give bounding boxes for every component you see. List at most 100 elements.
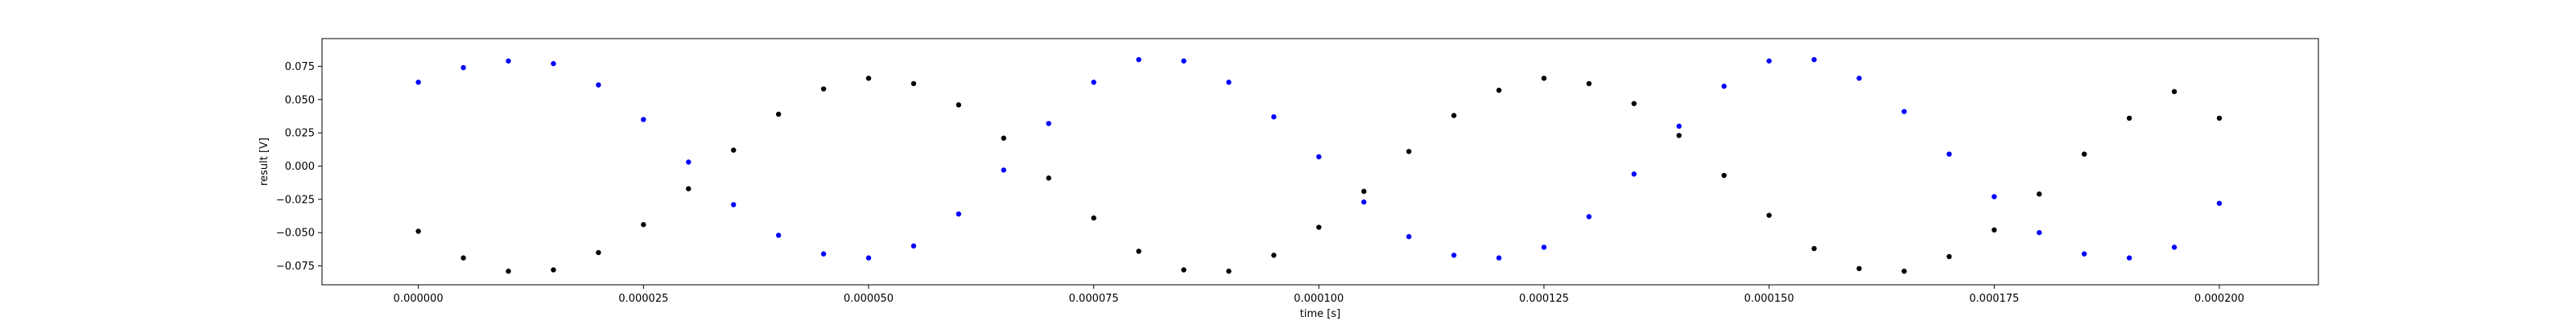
data-point xyxy=(1136,249,1141,254)
data-point xyxy=(1946,151,1952,157)
data-point xyxy=(2126,115,2132,121)
data-point xyxy=(1811,245,1817,252)
data-point xyxy=(2216,115,2223,121)
y-axis-label: result [V] xyxy=(258,138,270,186)
data-point xyxy=(1361,188,1367,195)
data-point xyxy=(1676,133,1682,138)
data-point xyxy=(775,111,782,117)
data-point xyxy=(506,268,511,274)
data-point xyxy=(1631,171,1637,177)
data-point xyxy=(415,80,421,85)
data-point xyxy=(820,86,827,92)
data-point xyxy=(686,159,691,165)
data-point xyxy=(2171,245,2178,250)
data-point xyxy=(2081,151,2087,157)
data-point xyxy=(1496,255,1502,261)
data-point xyxy=(1046,121,1051,126)
data-point xyxy=(551,267,556,273)
y-tick-label: 0.025 xyxy=(285,128,315,140)
data-point xyxy=(551,60,556,67)
data-point xyxy=(1091,80,1096,85)
data-point xyxy=(1766,58,1772,64)
data-point xyxy=(1451,113,1457,118)
data-point xyxy=(506,58,511,64)
data-point xyxy=(1316,224,1322,230)
data-point xyxy=(1181,58,1187,64)
data-point xyxy=(1856,76,1862,81)
data-point xyxy=(956,102,962,108)
data-point xyxy=(2081,251,2087,257)
x-tick-label: 0.000075 xyxy=(1069,293,1119,305)
y-tick-label: 0.050 xyxy=(285,94,315,106)
data-point xyxy=(2037,191,2042,197)
data-point xyxy=(1091,215,1096,221)
data-point xyxy=(1946,253,1952,260)
data-point xyxy=(731,202,737,208)
data-point xyxy=(460,64,466,71)
data-point xyxy=(956,211,962,217)
series-1 xyxy=(415,56,2223,261)
data-point xyxy=(1811,56,1817,63)
data-point xyxy=(820,251,827,257)
data-point xyxy=(1766,212,1772,218)
data-point xyxy=(1271,253,1277,258)
data-point xyxy=(910,243,917,249)
data-point xyxy=(1496,87,1502,93)
data-point xyxy=(1541,76,1547,81)
data-point xyxy=(1586,214,1592,220)
data-point xyxy=(641,222,646,228)
data-point xyxy=(2037,229,2042,236)
data-point xyxy=(1901,268,1907,274)
data-point xyxy=(865,255,872,261)
data-point xyxy=(1001,167,1007,173)
x-tick-label: 0.000000 xyxy=(394,293,444,305)
data-point xyxy=(596,249,601,256)
data-point xyxy=(1046,175,1051,181)
x-axis: 0.000000 0.000025 0.000050 0.000075 0.000100… xyxy=(394,285,2244,305)
data-point xyxy=(1676,123,1682,130)
series-0 xyxy=(415,76,2223,274)
data-point xyxy=(1001,135,1007,141)
x-tick-label: 0.000150 xyxy=(1744,293,1794,305)
data-point xyxy=(686,186,691,191)
data-point xyxy=(1901,109,1907,114)
data-point xyxy=(2171,88,2178,95)
data-point xyxy=(1226,268,1232,274)
data-point xyxy=(1856,265,1862,272)
y-tick-label: −0.050 xyxy=(276,228,315,240)
data-point xyxy=(910,80,917,87)
x-tick-label: 0.000100 xyxy=(1294,293,1344,305)
data-point xyxy=(2126,255,2132,261)
data-point xyxy=(1631,101,1637,106)
data-point xyxy=(1316,154,1322,160)
data-point xyxy=(1406,233,1412,240)
data-point xyxy=(865,76,872,81)
y-tick-label: 0.000 xyxy=(285,161,315,173)
data-point xyxy=(775,232,782,238)
y-axis: −0.075 −0.050 −0.025 0.000 0.025 0.050 0.075 xyxy=(276,61,322,273)
data-point xyxy=(1181,267,1187,273)
x-tick-label: 0.000050 xyxy=(844,293,894,305)
data-point xyxy=(1992,194,1997,200)
data-point xyxy=(460,255,466,261)
data-point xyxy=(731,147,737,153)
data-point xyxy=(1226,80,1232,85)
data-point xyxy=(1136,56,1141,63)
data-point xyxy=(1721,84,1727,89)
y-tick-label: −0.025 xyxy=(276,194,315,206)
data-point xyxy=(1451,253,1457,258)
data-point xyxy=(641,117,646,122)
data-point xyxy=(1992,227,1997,233)
x-tick-label: 0.000125 xyxy=(1519,293,1569,305)
y-tick-label: 0.075 xyxy=(285,61,315,73)
data-point xyxy=(2216,200,2223,206)
data-point xyxy=(415,228,421,234)
data-point xyxy=(1361,199,1367,205)
plot-frame xyxy=(321,38,2319,286)
data-point xyxy=(1406,149,1412,154)
data-point xyxy=(1271,114,1277,120)
data-point xyxy=(596,82,601,88)
data-point xyxy=(1721,172,1727,179)
